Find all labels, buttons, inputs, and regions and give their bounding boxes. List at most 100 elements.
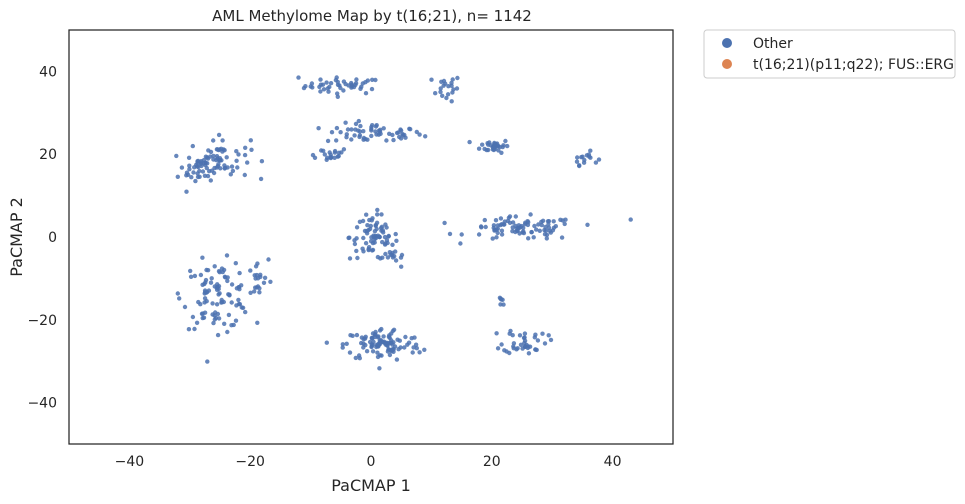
data-point <box>182 304 188 310</box>
data-point <box>224 253 230 258</box>
data-point <box>518 342 524 347</box>
data-point <box>228 172 233 177</box>
data-point <box>216 132 222 138</box>
data-point <box>526 351 532 356</box>
data-point <box>214 147 220 152</box>
data-point <box>354 332 360 338</box>
data-point <box>403 334 408 340</box>
data-point <box>224 155 229 160</box>
data-point <box>392 254 397 259</box>
data-point <box>223 275 228 280</box>
data-point <box>195 171 200 176</box>
data-point <box>249 147 254 152</box>
data-point <box>364 349 370 354</box>
data-point <box>378 131 383 136</box>
data-point <box>537 228 542 233</box>
data-point <box>235 165 240 170</box>
data-point <box>225 329 230 335</box>
data-point <box>188 268 193 274</box>
data-point <box>226 312 232 318</box>
data-point <box>303 84 308 89</box>
data-point <box>499 228 505 233</box>
data-point <box>441 83 446 88</box>
data-point <box>406 340 412 345</box>
data-point <box>352 133 357 138</box>
data-point <box>187 163 192 168</box>
data-point <box>593 160 599 165</box>
data-point <box>353 355 358 361</box>
data-point <box>335 82 341 88</box>
data-point <box>312 155 318 160</box>
data-point <box>205 359 210 364</box>
data-point <box>199 163 204 169</box>
data-point <box>186 327 192 332</box>
data-point <box>433 91 438 96</box>
data-point <box>192 326 197 332</box>
data-point <box>596 157 602 162</box>
data-point <box>237 302 243 307</box>
data-point <box>211 157 216 162</box>
data-point <box>522 340 527 346</box>
data-point <box>195 159 200 164</box>
data-point <box>317 84 322 90</box>
data-point <box>222 166 227 171</box>
data-point <box>381 230 386 235</box>
data-point <box>444 95 449 101</box>
data-point <box>535 338 541 343</box>
data-point <box>493 218 499 223</box>
data-point <box>351 84 357 90</box>
data-point <box>347 350 353 355</box>
data-point <box>500 297 505 302</box>
data-point <box>211 320 216 326</box>
data-point <box>628 217 633 222</box>
data-point <box>325 138 331 144</box>
data-point <box>357 219 363 224</box>
data-point <box>513 229 518 235</box>
data-point <box>410 350 415 355</box>
data-point <box>369 126 374 132</box>
data-point <box>324 80 329 85</box>
data-point <box>544 236 549 241</box>
y-tick-label: 0 <box>48 230 57 246</box>
data-point <box>380 239 385 245</box>
data-point <box>336 153 341 159</box>
data-point <box>208 178 213 183</box>
data-point <box>245 160 250 165</box>
data-point <box>370 247 376 253</box>
data-point <box>494 227 499 232</box>
data-point <box>375 212 380 217</box>
data-point <box>316 126 321 131</box>
data-point <box>510 220 516 225</box>
data-point <box>579 155 584 160</box>
data-point <box>209 276 214 281</box>
data-point <box>511 344 516 349</box>
data-point <box>574 159 580 164</box>
data-point <box>526 236 531 241</box>
data-point <box>359 340 364 346</box>
data-point <box>341 88 346 93</box>
data-point <box>387 335 392 340</box>
data-point <box>352 238 357 243</box>
data-point <box>357 133 363 138</box>
data-point <box>199 159 204 164</box>
data-point <box>417 132 422 137</box>
data-point <box>219 297 224 303</box>
data-point <box>407 126 412 131</box>
data-point <box>217 157 222 163</box>
data-point <box>229 300 234 305</box>
data-point <box>357 356 362 361</box>
data-point <box>369 86 375 92</box>
data-point <box>328 81 334 86</box>
data-point <box>494 235 499 240</box>
data-point <box>222 321 227 326</box>
data-point <box>334 125 340 131</box>
data-point <box>370 123 375 128</box>
data-point <box>397 134 402 140</box>
data-point <box>209 168 215 173</box>
data-point <box>350 333 355 338</box>
data-point <box>495 223 500 228</box>
data-point <box>383 251 388 257</box>
data-point <box>355 255 360 261</box>
data-point <box>325 86 330 91</box>
data-point <box>362 336 368 341</box>
